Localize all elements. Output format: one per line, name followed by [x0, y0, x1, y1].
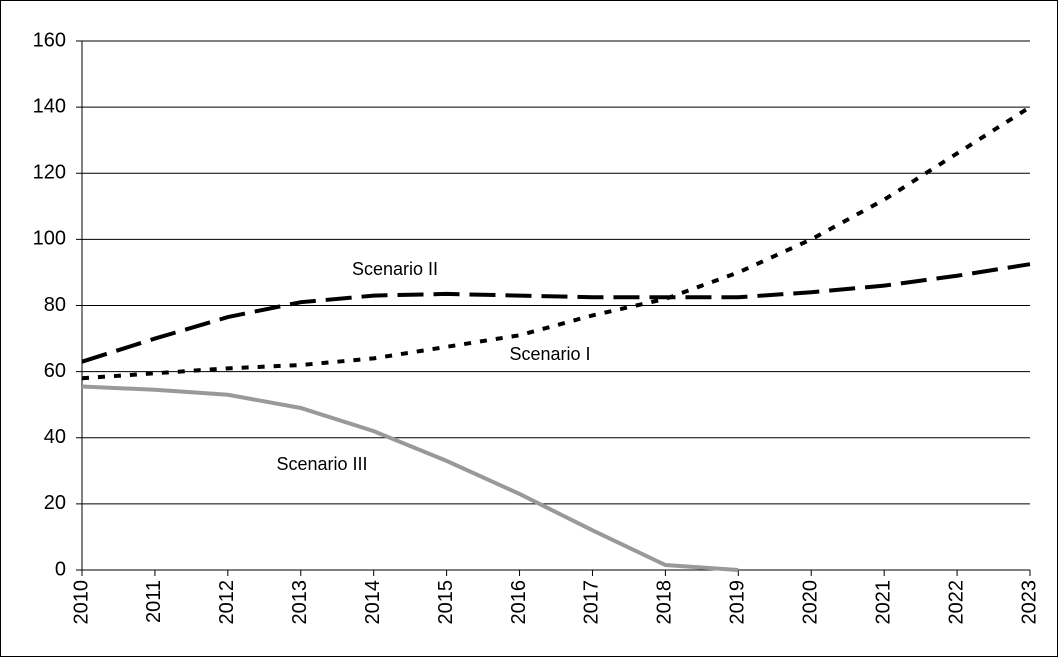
- y-tick-label: 120: [33, 162, 66, 184]
- x-tick-label: 2018: [654, 580, 676, 625]
- series-label: Scenario I: [509, 344, 590, 364]
- y-tick-label: 60: [44, 360, 66, 382]
- x-tick-label: 2019: [727, 580, 749, 625]
- series-label: Scenario III: [276, 454, 367, 474]
- series-line: [81, 262, 1031, 364]
- y-tick-label: 160: [33, 29, 66, 51]
- x-tick-label: 2014: [362, 580, 384, 625]
- series-line: [81, 384, 739, 572]
- x-tick-label: 2016: [508, 580, 530, 625]
- x-tick-label: 2011: [143, 580, 165, 623]
- y-tick-label: 100: [33, 228, 66, 250]
- y-tick-label: 20: [44, 492, 66, 514]
- x-tick-label: 2020: [800, 580, 822, 625]
- x-tick-label: 2017: [581, 580, 603, 625]
- series-line: [81, 105, 1032, 381]
- x-tick-label: 2022: [945, 580, 967, 625]
- x-tick-label: 2015: [435, 580, 457, 625]
- x-tick-label: 2023: [1018, 580, 1040, 625]
- y-tick-label: 80: [44, 294, 66, 316]
- series-label: Scenario II: [352, 259, 438, 279]
- x-tick-label: 2012: [216, 580, 238, 625]
- x-tick-label: 2013: [289, 580, 311, 625]
- y-tick-label: 140: [33, 95, 66, 117]
- y-tick-label: 0: [55, 558, 66, 580]
- y-tick-label: 40: [44, 426, 66, 448]
- x-tick-label: 2010: [70, 580, 92, 625]
- x-tick-label: 2021: [872, 580, 894, 625]
